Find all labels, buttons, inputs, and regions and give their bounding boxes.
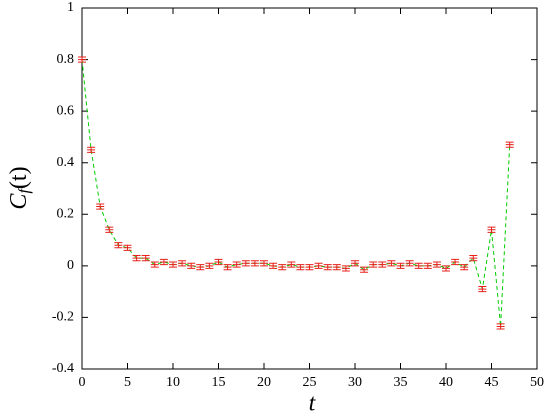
error-bar (442, 265, 450, 272)
y-label-subscript: f (16, 187, 33, 194)
x-tick-label: 5 (124, 375, 131, 390)
y-label-suffix: (t) (6, 166, 32, 189)
error-bar (414, 262, 423, 269)
error-bar (360, 266, 369, 273)
error-bar (260, 260, 268, 267)
error-bar (369, 261, 378, 268)
x-tick-label: 35 (394, 375, 408, 390)
error-bar (305, 264, 314, 271)
y-label-base: C (6, 193, 32, 210)
error-bar (205, 262, 214, 269)
error-bar (269, 262, 278, 269)
error-bar (105, 226, 114, 233)
error-bar (214, 258, 223, 266)
error-bar (178, 260, 187, 267)
error-bar (250, 260, 259, 267)
error-bar (114, 242, 123, 249)
error-bar (505, 141, 514, 148)
error-bar (123, 244, 132, 251)
error-bar (332, 264, 341, 271)
x-tick-label: 40 (439, 375, 453, 390)
x-tick-label: 30 (348, 375, 362, 390)
y-tick-label: 1 (67, 0, 74, 15)
error-bar (387, 260, 396, 267)
error-bar (451, 258, 460, 266)
error-bar (223, 264, 232, 271)
x-tick-label: 10 (166, 375, 180, 390)
x-tick-label: 45 (485, 375, 499, 390)
error-bar (150, 261, 159, 268)
error-bar (351, 260, 359, 267)
error-bar (159, 258, 168, 266)
error-bar (78, 56, 86, 63)
y-tick-label: 0.4 (57, 155, 75, 170)
error-bar (378, 261, 387, 268)
error-bar (323, 264, 332, 271)
error-bar (496, 323, 505, 330)
y-tick-label: -0.2 (52, 310, 74, 325)
y-tick-label: -0.4 (52, 361, 74, 376)
error-bar (341, 265, 350, 272)
x-tick-label: 50 (530, 375, 544, 390)
error-bar (314, 262, 323, 269)
y-tick-label: 0.8 (57, 52, 75, 67)
error-bar (287, 261, 296, 268)
x-tick-label: 25 (303, 375, 317, 390)
x-tick-label: 0 (79, 375, 86, 390)
error-bar (241, 260, 250, 267)
error-bar (232, 261, 241, 268)
error-bar (141, 255, 150, 262)
error-bar (87, 146, 96, 153)
y-tick-label: 0.2 (57, 207, 75, 222)
y-tick-label: 0 (67, 258, 74, 273)
data-line (81, 59, 511, 327)
error-bar (169, 261, 177, 268)
error-bar (132, 255, 141, 262)
x-axis-label: t (309, 391, 317, 416)
x-tick-label: 20 (257, 375, 271, 390)
error-bar (196, 264, 205, 271)
error-bar (96, 203, 105, 210)
error-bar (396, 262, 405, 269)
error-bar (278, 264, 287, 271)
error-bar (460, 264, 469, 271)
error-bar (423, 262, 432, 269)
error-bar (487, 226, 496, 233)
error-bar (187, 262, 196, 269)
y-tick-label: 0.6 (57, 103, 75, 118)
error-bar (478, 285, 487, 293)
x-tick-label: 15 (212, 375, 226, 390)
error-bar (405, 260, 414, 267)
plot-frame (81, 7, 538, 370)
y-axis-label: Cf(t) (6, 166, 33, 209)
error-bar (469, 255, 478, 262)
error-bar (432, 261, 441, 268)
error-bar (296, 264, 305, 271)
